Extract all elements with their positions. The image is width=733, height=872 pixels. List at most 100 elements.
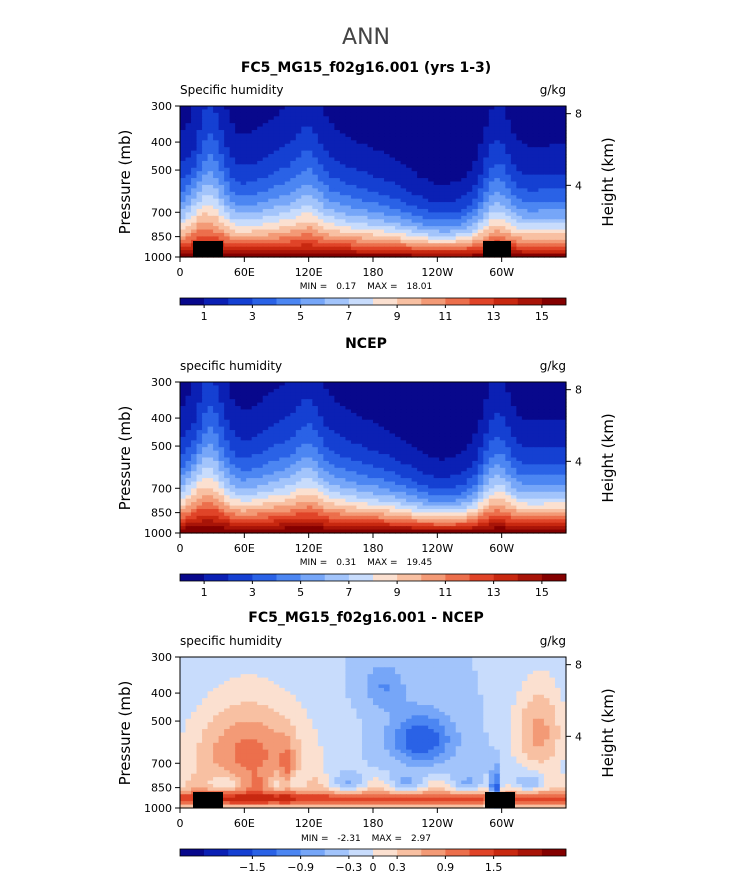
field-cell (389, 164, 396, 169)
field-cell (317, 430, 324, 435)
field-cell (279, 174, 286, 179)
field-cell (218, 191, 225, 196)
field-cell (510, 188, 517, 193)
field-cell (373, 406, 380, 411)
field-cell (554, 385, 562, 390)
field-cell (532, 467, 540, 472)
field-cell (301, 219, 308, 224)
field-cell (439, 195, 446, 200)
field-cell (202, 109, 209, 114)
field-cell (395, 454, 402, 459)
field-cell (301, 385, 308, 390)
field-cell (455, 253, 462, 258)
field-cell (417, 160, 424, 165)
field-cell (334, 447, 341, 452)
field-cell (246, 402, 253, 407)
field-cell (207, 440, 214, 445)
field-cell (543, 215, 551, 220)
field-cell (251, 450, 258, 455)
field-cell (433, 181, 440, 186)
field-cell (196, 426, 203, 431)
field-cell (411, 243, 418, 248)
topography-mask (483, 241, 511, 257)
field-cell (488, 191, 495, 196)
field-cell (240, 109, 247, 114)
field-cell (251, 212, 258, 217)
field-cell (356, 382, 363, 387)
field-cell (218, 130, 225, 135)
field-cell (262, 433, 269, 438)
field-cell (367, 250, 374, 255)
field-cell (328, 402, 335, 407)
field-cell (499, 382, 506, 387)
field-cell (549, 195, 556, 200)
field-cell (279, 402, 286, 407)
field-cell (251, 402, 258, 407)
field-cell (312, 433, 319, 438)
field-cell (323, 409, 330, 414)
field-cell (389, 430, 396, 435)
field-cell (257, 385, 264, 390)
field-cell (428, 464, 435, 469)
field-cell (279, 109, 286, 114)
field-cell (411, 454, 418, 459)
field-cell (472, 215, 479, 220)
field-cell (411, 109, 418, 114)
field-cell (395, 402, 402, 407)
field-cell (185, 471, 192, 476)
field-cell (554, 212, 562, 217)
field-cell (361, 450, 369, 455)
field-cell (229, 430, 236, 435)
field-cell (218, 395, 225, 400)
field-cell (417, 126, 424, 131)
field-cell (411, 147, 418, 152)
field-cell (246, 219, 253, 224)
field-cell (191, 436, 198, 441)
field-cell (257, 426, 264, 431)
field-cell (400, 457, 407, 462)
field-cell (202, 205, 209, 210)
field-cell (378, 191, 385, 196)
field-cell (538, 436, 545, 441)
field-cell (350, 167, 358, 172)
field-cell (543, 385, 551, 390)
field-cell (444, 250, 451, 255)
field-cell (400, 440, 407, 445)
field-cell (290, 123, 297, 128)
field-cell (334, 440, 341, 445)
field-cell (202, 157, 209, 162)
field-cell (450, 419, 457, 424)
field-cell (207, 198, 214, 203)
field-cell (334, 184, 341, 189)
field-cell (406, 464, 413, 469)
field-cell (560, 412, 567, 417)
field-cell (185, 215, 192, 220)
field-cell (207, 215, 214, 220)
field-cell (538, 198, 545, 203)
field-cell (279, 250, 286, 255)
field-cell (345, 130, 352, 135)
field-cell (378, 464, 385, 469)
field-cell (251, 184, 258, 189)
field-cell (328, 188, 335, 193)
field-cell (444, 423, 451, 428)
field-cell (527, 412, 534, 417)
field-cell (334, 188, 341, 193)
field-cell (527, 126, 534, 131)
field-cell (306, 133, 313, 138)
field-cell (235, 382, 242, 387)
field-cell (428, 147, 435, 152)
field-cell (328, 157, 335, 162)
field-cell (444, 253, 451, 258)
field-cell (323, 406, 330, 411)
field-cell (196, 471, 203, 476)
field-cell (499, 150, 506, 155)
field-cell (554, 239, 562, 244)
field-cell (312, 130, 319, 135)
field-cell (422, 208, 429, 213)
field-cell (367, 154, 374, 159)
field-cell (499, 406, 506, 411)
field-cell (246, 250, 253, 255)
field-cell (384, 167, 391, 172)
